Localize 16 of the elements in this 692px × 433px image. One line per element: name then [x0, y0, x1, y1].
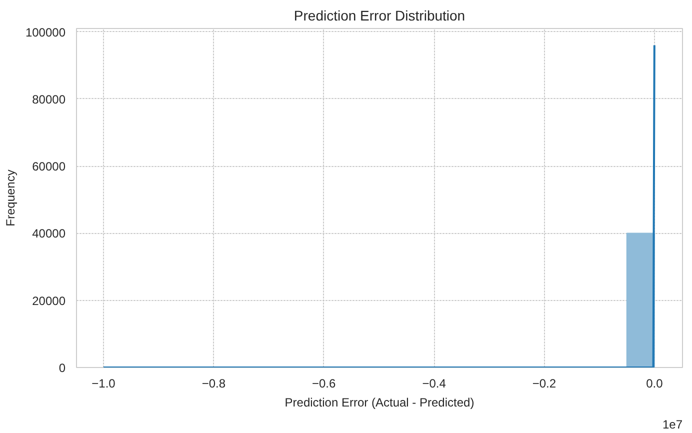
x-tick-label: −1.0 — [92, 376, 116, 390]
x-tick-label: −0.8 — [202, 376, 226, 390]
x-axis-title: Prediction Error (Actual - Predicted) — [284, 396, 474, 410]
x-tick-label: −0.4 — [422, 376, 446, 390]
x-tick-label: 0.0 — [646, 376, 664, 390]
x-tick-label: −0.6 — [312, 376, 336, 390]
x-tick-label: −0.2 — [532, 376, 556, 390]
text: 1e7 — [662, 418, 683, 432]
y-tick-label: 20000 — [32, 294, 66, 308]
chart-title: Prediction Error Distribution — [294, 8, 466, 24]
y-tick-label: 80000 — [32, 92, 66, 106]
y-axis-title: Frequency — [3, 170, 18, 226]
y-tick-label: 0 — [58, 361, 66, 375]
y-tick-label: 40000 — [32, 226, 66, 241]
y-tick-label: 60000 — [32, 160, 66, 174]
y-tick-label: 100000 — [25, 25, 66, 40]
